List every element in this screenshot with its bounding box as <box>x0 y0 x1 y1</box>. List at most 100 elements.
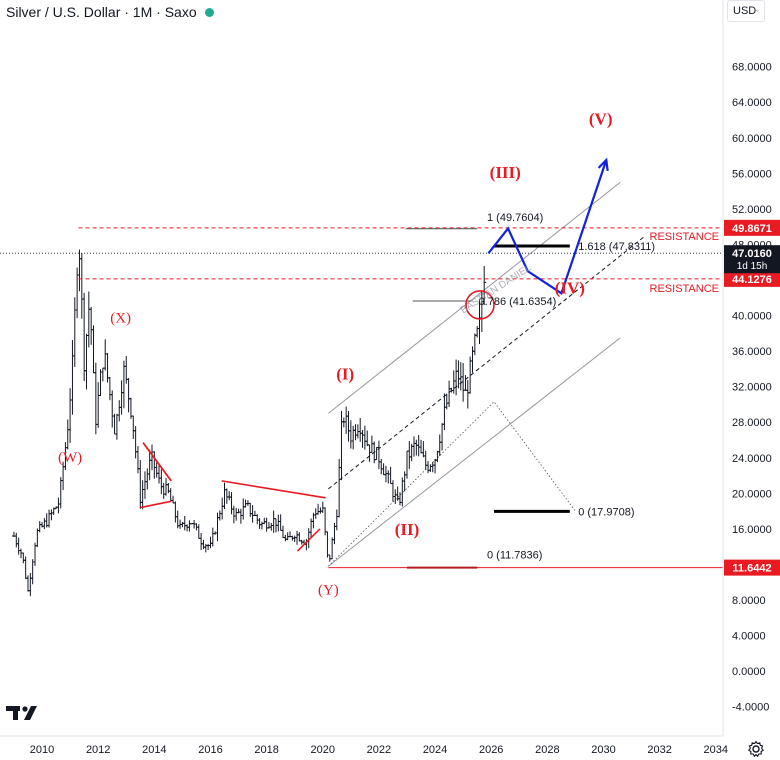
resistance-label: RESISTANCE <box>650 283 719 295</box>
wave-label-w: (W) <box>58 450 82 466</box>
ohlc-bar <box>103 339 108 371</box>
ohlc-bar <box>465 380 470 409</box>
fib-level-label: 0 (17.9708) <box>578 506 634 518</box>
last-price-label: 47.0160 <box>732 248 772 260</box>
y-tick-label: 52.0000 <box>732 204 772 216</box>
ohlc-bar <box>283 534 288 542</box>
ohlc-bar <box>121 360 126 409</box>
projection-arrowhead <box>597 157 609 172</box>
ohlc-bar <box>367 444 372 462</box>
ohlc-bar <box>360 430 365 448</box>
x-tick-label: 2016 <box>198 744 222 756</box>
wave-label-y: (Y) <box>318 583 339 599</box>
y-tick-label: 8.0000 <box>732 595 766 607</box>
y-tick-label: 0.0000 <box>732 666 766 678</box>
ohlc-bar <box>114 413 119 440</box>
ohlc-bar <box>89 306 94 345</box>
ohlc-bar <box>117 400 122 422</box>
ohlc-bar <box>271 510 276 533</box>
ohlc-bar <box>346 410 351 442</box>
wave-projection-path <box>487 159 608 296</box>
triangle-edge <box>142 442 172 482</box>
ohlc-bar <box>266 521 271 529</box>
fib-level-label: 1 (49.7604) <box>487 212 543 224</box>
ohlc-bar <box>318 507 323 514</box>
ohlc-bar <box>348 420 353 449</box>
tradingview-logo-icon[interactable] <box>6 704 40 722</box>
wedge-upper-line <box>221 480 326 499</box>
ohlc-bar <box>426 461 431 474</box>
bar-countdown-label: 1d 15h <box>737 261 768 272</box>
ohlc-bar <box>126 378 131 413</box>
ohlc-bar <box>278 514 283 531</box>
wave-label-iv: (IV) <box>555 278 585 297</box>
ohlc-bar <box>404 450 409 479</box>
ohlc-bar <box>185 524 190 532</box>
ohlc-bar <box>292 535 297 543</box>
ohlc-bar <box>161 482 166 499</box>
ohlc-bar <box>135 445 140 474</box>
ohlc-bar <box>70 340 75 415</box>
channel-lower-line <box>328 337 621 567</box>
ohlc-bar <box>171 495 176 504</box>
x-tick-label: 2032 <box>647 744 671 756</box>
currency-selector[interactable]: USD <box>727 0 765 22</box>
ohlc-bar <box>222 482 227 510</box>
ohlc-bar <box>433 458 438 474</box>
ohlc-bar <box>477 302 482 344</box>
x-tick-label: 2018 <box>254 744 278 756</box>
ohlc-bar <box>344 406 349 434</box>
ohlc-bar <box>330 537 335 560</box>
ohlc-bar <box>30 559 35 585</box>
ohlc-bar <box>428 464 433 472</box>
currency-label: USD <box>733 5 757 17</box>
ohlc-bar <box>159 469 164 495</box>
wave-label-iii: (III) <box>490 163 521 182</box>
ohlc-bar <box>138 460 143 509</box>
last-price-tag-bg <box>724 245 780 274</box>
ohlc-bar <box>173 501 178 523</box>
ohlc-bar <box>42 518 47 530</box>
ohlc-bar <box>157 465 162 484</box>
ohlc-bar <box>423 450 428 470</box>
ohlc-bar <box>351 425 356 450</box>
ohlc-bar <box>26 575 30 592</box>
ohlc-bar <box>180 521 185 528</box>
ohlc-bar <box>393 489 398 504</box>
y-tick-label: 16.0000 <box>732 524 772 536</box>
ohlc-bar <box>93 362 98 435</box>
ohlc-bar <box>341 417 346 428</box>
wave-label-v: (V) <box>589 109 613 128</box>
ohlc-bar <box>280 525 285 539</box>
ohlc-bar <box>250 505 255 523</box>
x-tick-label: 2012 <box>86 744 110 756</box>
ohlc-bar <box>49 509 54 521</box>
price-tag-bg <box>724 559 780 576</box>
ohlc-bar <box>334 509 339 531</box>
ohlc-bar <box>72 297 77 367</box>
ohlc-bar <box>435 450 440 463</box>
ohlc-bar <box>206 543 211 550</box>
ohlc-bar <box>110 390 115 428</box>
ohlc-bar <box>416 435 421 457</box>
y-tick-label: 40.0000 <box>732 311 772 323</box>
chevron-down-icon <box>756 10 759 12</box>
ohlc-bar <box>276 514 281 532</box>
ohlc-bar <box>419 439 424 454</box>
y-tick-label: 36.0000 <box>732 346 772 358</box>
ohlc-bar <box>323 507 328 536</box>
ohlc-bar <box>65 419 70 450</box>
ohlc-bar <box>14 532 19 548</box>
gear-icon[interactable] <box>747 740 765 758</box>
x-tick-label: 2020 <box>311 744 335 756</box>
ohlc-bar <box>168 488 173 501</box>
triangle-lower-line <box>140 500 172 509</box>
y-tick-label: -4.0000 <box>732 702 769 714</box>
ohlc-bar <box>58 477 63 509</box>
ohlc-bar <box>227 491 232 501</box>
ohlc-bar <box>23 556 28 580</box>
ohlc-bar <box>295 530 300 545</box>
ohlc-bar <box>440 423 445 451</box>
wedge-lower-line <box>296 528 321 552</box>
